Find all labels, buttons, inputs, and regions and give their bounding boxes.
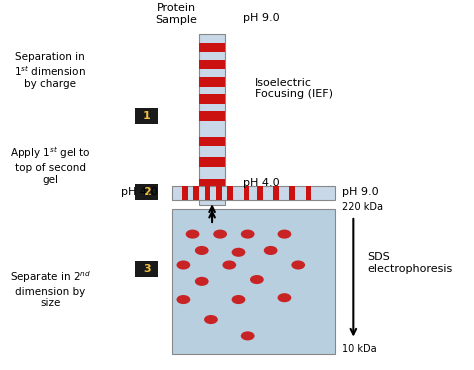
- Ellipse shape: [222, 260, 236, 270]
- Bar: [135, 184, 158, 200]
- Text: pH 4.0: pH 4.0: [243, 178, 280, 188]
- Text: Separate in $2^{nd}$
dimension by
size: Separate in $2^{nd}$ dimension by size: [9, 269, 91, 308]
- Ellipse shape: [250, 275, 264, 284]
- Text: Separation in
$1^{st}$ dimension
by charge: Separation in $1^{st}$ dimension by char…: [14, 52, 86, 90]
- Text: Protein
Sample: Protein Sample: [155, 3, 198, 25]
- Bar: [200, 34, 225, 205]
- Ellipse shape: [195, 246, 209, 255]
- Bar: [200, 94, 225, 104]
- Text: Isoelectric
Focusing (IEF): Isoelectric Focusing (IEF): [255, 78, 333, 100]
- Ellipse shape: [232, 248, 246, 257]
- Text: 220 kDa: 220 kDa: [342, 202, 383, 212]
- Ellipse shape: [278, 293, 292, 302]
- Ellipse shape: [176, 260, 190, 270]
- Bar: [244, 186, 249, 199]
- Text: pH 9.0: pH 9.0: [342, 187, 378, 197]
- Bar: [200, 111, 225, 121]
- Text: pH 9.0: pH 9.0: [243, 13, 280, 23]
- Bar: [289, 186, 295, 199]
- Text: 3: 3: [143, 264, 150, 274]
- Bar: [172, 209, 335, 354]
- Bar: [273, 186, 279, 199]
- Text: 2: 2: [143, 187, 151, 197]
- Text: SDS
electrophoresis: SDS electrophoresis: [367, 252, 452, 274]
- Text: 10 kDa: 10 kDa: [342, 344, 376, 354]
- Bar: [135, 260, 158, 277]
- Bar: [193, 186, 199, 199]
- Bar: [204, 186, 210, 199]
- Bar: [257, 186, 263, 199]
- Bar: [135, 108, 158, 124]
- Ellipse shape: [278, 229, 292, 239]
- Ellipse shape: [213, 229, 227, 239]
- Ellipse shape: [264, 246, 278, 255]
- Bar: [200, 77, 225, 87]
- Ellipse shape: [232, 295, 246, 304]
- Bar: [200, 60, 225, 70]
- Ellipse shape: [241, 332, 255, 340]
- Bar: [228, 186, 233, 199]
- Text: pH 4.0: pH 4.0: [121, 187, 158, 197]
- Bar: [200, 137, 225, 147]
- Bar: [200, 179, 225, 189]
- Bar: [306, 186, 311, 199]
- Bar: [200, 157, 225, 167]
- Ellipse shape: [195, 277, 209, 286]
- Ellipse shape: [176, 295, 190, 304]
- Ellipse shape: [292, 260, 305, 270]
- Bar: [200, 43, 225, 53]
- Bar: [172, 186, 335, 199]
- Bar: [216, 186, 222, 199]
- Text: Apply $1^{st}$ gel to
top of second
gel: Apply $1^{st}$ gel to top of second gel: [10, 145, 91, 185]
- Ellipse shape: [186, 229, 200, 239]
- Bar: [182, 186, 188, 199]
- Ellipse shape: [241, 229, 255, 239]
- Text: 1: 1: [143, 111, 151, 121]
- Ellipse shape: [204, 315, 218, 324]
